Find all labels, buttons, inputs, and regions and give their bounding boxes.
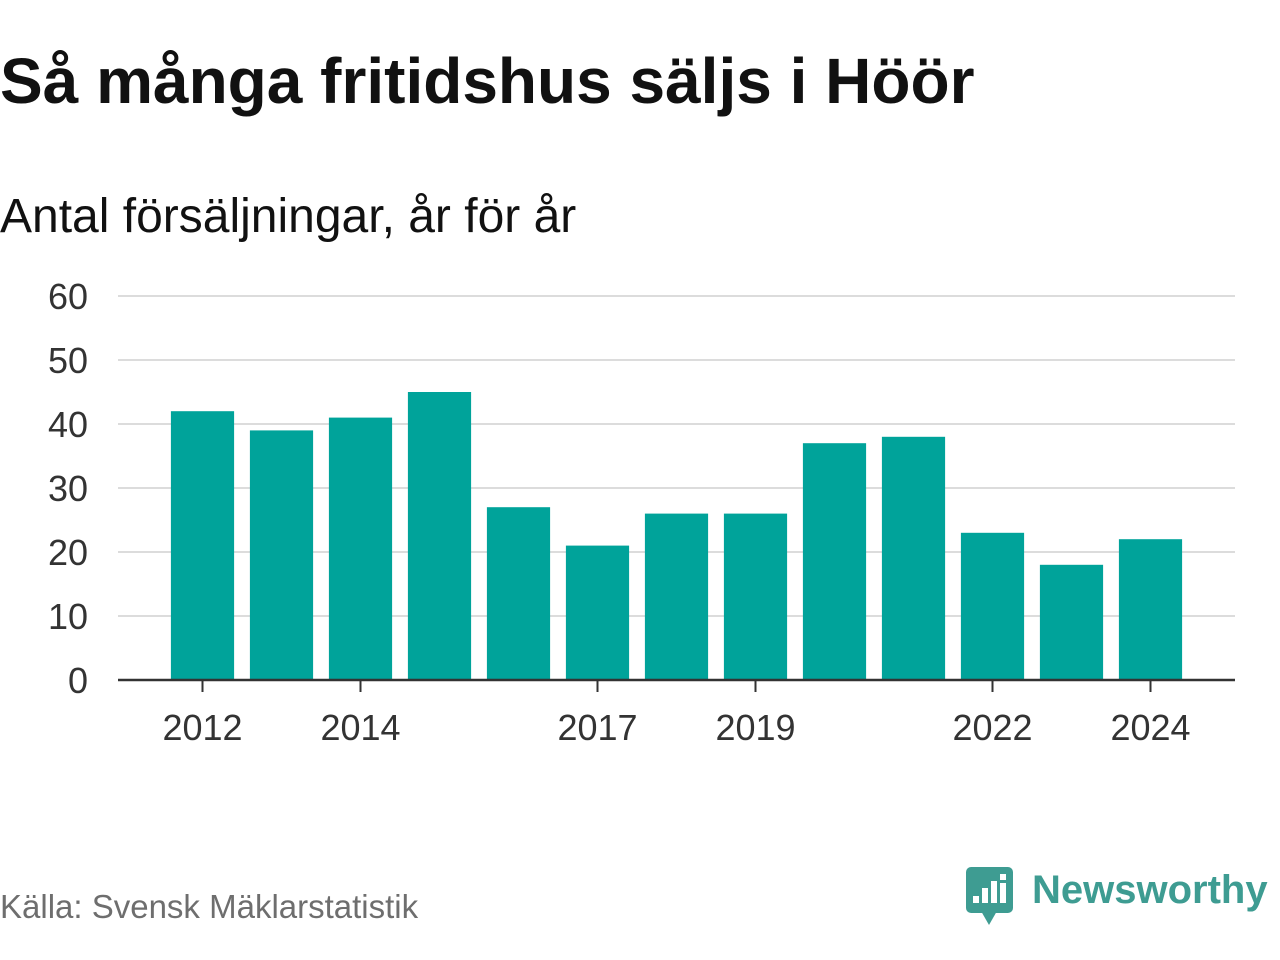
- chart-title: Så många fritidshus säljs i Höör: [0, 45, 975, 117]
- newsworthy-logo-icon: [966, 867, 1013, 925]
- x-tick-label: 2014: [320, 707, 400, 748]
- y-tick-label: 50: [48, 340, 88, 381]
- x-tick-label: 2019: [715, 707, 795, 748]
- y-tick-label: 10: [48, 596, 88, 637]
- bar-2018: [644, 513, 709, 680]
- newsworthy-logo: Newsworthy: [964, 864, 1274, 928]
- y-tick-label: 30: [48, 468, 88, 509]
- axes: [118, 678, 1235, 692]
- bar-2023: [1039, 564, 1104, 680]
- bar-2021: [881, 436, 946, 680]
- y-tick-label: 20: [48, 532, 88, 573]
- bar-2020: [802, 443, 867, 680]
- bar-2017: [565, 545, 630, 680]
- newsworthy-logo-text: Newsworthy: [1032, 868, 1268, 912]
- bar-2016: [486, 507, 551, 680]
- bar-2022: [960, 532, 1025, 680]
- bar-2014: [328, 417, 393, 680]
- y-tick-label: 60: [48, 276, 88, 317]
- y-tick-label: 0: [68, 660, 88, 701]
- bar-2024: [1118, 539, 1183, 680]
- x-tick-label: 2012: [162, 707, 242, 748]
- bar-2019: [723, 513, 788, 680]
- source-note: Källa: Svensk Mäklarstatistik: [0, 888, 419, 925]
- bar-2012: [170, 411, 235, 680]
- tick-labels: 0 10 20 30 40 50 60 2012 2014 2017 2019 2022 2024: [48, 276, 1191, 748]
- bar-2015: [407, 392, 472, 680]
- bar-2013: [249, 430, 314, 680]
- x-tick-label: 2024: [1110, 707, 1190, 748]
- chart-subtitle: Antal försäljningar, år för år: [0, 190, 577, 243]
- y-tick-label: 40: [48, 404, 88, 445]
- x-tick-label: 2017: [557, 707, 637, 748]
- bars: [170, 392, 1183, 680]
- x-tick-label: 2022: [952, 707, 1032, 748]
